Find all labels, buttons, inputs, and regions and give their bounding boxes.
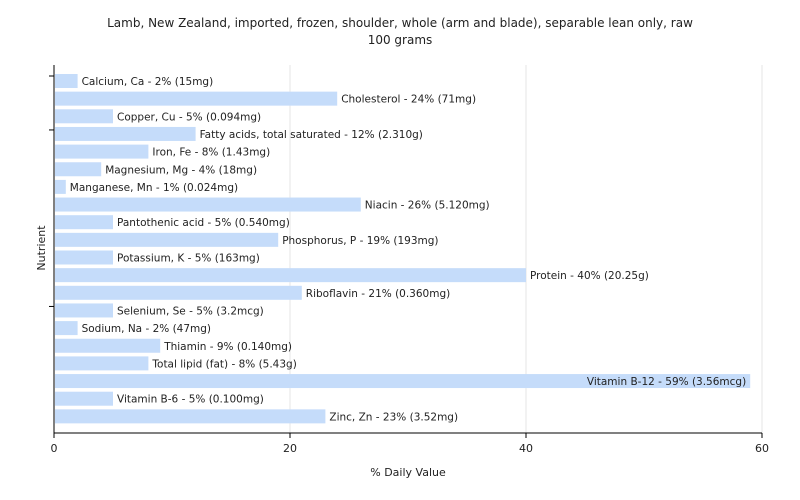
bar (55, 391, 113, 406)
x-tick-label: 0 (51, 442, 58, 455)
bar (55, 91, 338, 106)
x-axis-title: % Daily Value (370, 466, 446, 479)
bar-label: Riboflavin - 21% (0.360mg) (306, 288, 450, 300)
x-tick-label: 60 (755, 442, 769, 455)
x-tick-label: 20 (283, 442, 297, 455)
bar (55, 374, 751, 389)
bar (55, 338, 161, 353)
bar (55, 197, 361, 212)
bar-label: Vitamin B-12 - 59% (3.56mcg) (587, 376, 746, 388)
bar-label: Protein - 40% (20.25g) (530, 270, 649, 282)
bar (55, 179, 66, 194)
bar-label: Fatty acids, total saturated - 12% (2.31… (200, 129, 423, 141)
bar-label: Potassium, K - 5% (163mg) (117, 253, 260, 265)
bar (55, 109, 113, 124)
axes: 0 20 40 60 (49, 65, 769, 455)
bar (55, 126, 196, 141)
plot-area (54, 65, 762, 433)
bar (55, 162, 102, 177)
bar-label: Pantothenic acid - 5% (0.540mg) (117, 217, 290, 229)
bar (55, 285, 302, 300)
bar-label: Iron, Fe - 8% (1.43mg) (152, 147, 270, 159)
bar-label: Magnesium, Mg - 4% (18mg) (105, 164, 257, 176)
bar (55, 232, 279, 247)
bar-label: Copper, Cu - 5% (0.094mg) (117, 111, 261, 123)
bar (55, 268, 526, 283)
bar (55, 409, 326, 424)
bar-label: Sodium, Na - 2% (47mg) (82, 323, 211, 335)
bar (55, 144, 149, 159)
bar-label: Zinc, Zn - 23% (3.52mg) (329, 411, 458, 423)
x-tick-label: 40 (519, 442, 533, 455)
bars: Calcium, Ca - 2% (15mg) Cholesterol - 24%… (55, 74, 751, 424)
y-axis-title: Nutrient (35, 225, 48, 271)
bar-label: Calcium, Ca - 2% (15mg) (82, 76, 214, 88)
grid-lines (54, 65, 763, 433)
bar-label: Total lipid (fat) - 8% (5.43g) (151, 358, 296, 370)
bar (55, 303, 113, 318)
bar-label: Niacin - 26% (5.120mg) (365, 200, 490, 212)
bar (55, 321, 78, 336)
bar-label: Thiamin - 9% (0.140mg) (163, 341, 292, 353)
bar (55, 74, 78, 88)
chart-subtitle: 100 grams (368, 33, 433, 47)
bar-label: Phosphorus, P - 19% (193mg) (282, 235, 438, 247)
bar-label: Selenium, Se - 5% (3.2mcg) (117, 305, 264, 317)
chart-title: Lamb, New Zealand, imported, frozen, sho… (107, 16, 693, 30)
bar (55, 215, 113, 230)
bar-label: Vitamin B-6 - 5% (0.100mg) (117, 394, 264, 406)
bar (55, 250, 113, 265)
bar-label: Manganese, Mn - 1% (0.024mg) (70, 182, 238, 194)
bar (55, 356, 149, 371)
bar-label: Cholesterol - 24% (71mg) (341, 94, 476, 106)
